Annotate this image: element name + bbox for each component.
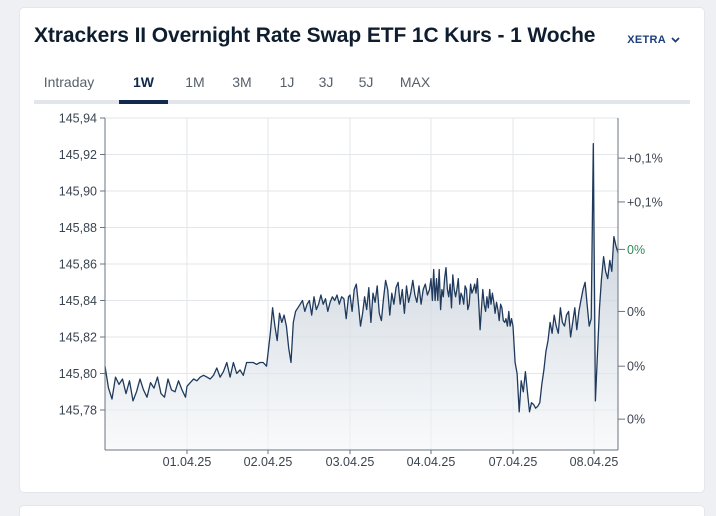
x-tick-label: 08.04.25 bbox=[570, 455, 619, 469]
timeframe-tabs: Intraday 1W 1M 3M 1J 3J 5J MAX bbox=[34, 62, 690, 104]
y-tick-label: 145,94 bbox=[59, 112, 97, 126]
price-line bbox=[104, 142, 619, 413]
pct-tick-label: 0% bbox=[627, 305, 645, 319]
y-tick-label: 145,88 bbox=[59, 221, 97, 235]
y-tick-label: 145,84 bbox=[59, 294, 97, 308]
tab-3j[interactable]: 3J bbox=[318, 74, 334, 90]
pct-tick-label: 0% bbox=[627, 360, 645, 374]
y-tick-label: 145,86 bbox=[59, 258, 97, 272]
chevron-down-icon bbox=[671, 37, 680, 43]
y-tick-label: 145,92 bbox=[59, 148, 97, 162]
x-tick-label: 07.04.25 bbox=[489, 455, 538, 469]
y-tick-label: 145,78 bbox=[59, 404, 97, 418]
pct-tick-label: 0% bbox=[627, 243, 645, 257]
tab-1j[interactable]: 1J bbox=[279, 74, 295, 90]
page-title: Xtrackers II Overnight Rate Swap ETF 1C … bbox=[34, 24, 596, 47]
price-area bbox=[105, 143, 618, 450]
tab-3m[interactable]: 3M bbox=[232, 74, 252, 90]
y-tick-label: 145,80 bbox=[59, 367, 97, 381]
x-tick-label: 02.04.25 bbox=[244, 455, 293, 469]
pct-tick-label: 0% bbox=[627, 413, 645, 427]
x-tick-label: 03.04.25 bbox=[326, 455, 375, 469]
active-tab-indicator bbox=[119, 100, 168, 104]
exchange-label: XETRA bbox=[627, 34, 666, 46]
exchange-selector[interactable]: XETRA bbox=[627, 34, 680, 46]
tab-max[interactable]: MAX bbox=[399, 74, 431, 90]
x-tick-label: 01.04.25 bbox=[163, 455, 212, 469]
x-tick-label: 04.04.25 bbox=[407, 455, 456, 469]
tab-intraday[interactable]: Intraday bbox=[43, 74, 95, 90]
pct-tick-label: +0,1% bbox=[627, 152, 663, 166]
tab-5j[interactable]: 5J bbox=[358, 74, 374, 90]
tab-1m[interactable]: 1M bbox=[185, 74, 205, 90]
tab-1w[interactable]: 1W bbox=[133, 74, 154, 90]
pct-tick-label: +0,1% bbox=[627, 195, 663, 209]
y-tick-label: 145,90 bbox=[59, 185, 97, 199]
y-tick-label: 145,82 bbox=[59, 331, 97, 345]
